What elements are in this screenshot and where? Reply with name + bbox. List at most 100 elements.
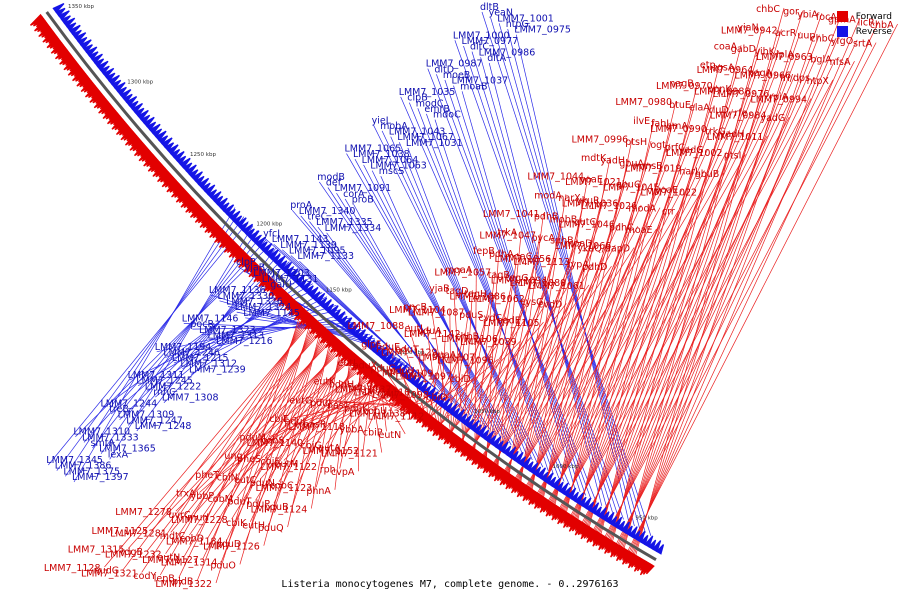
forward-gene-label: LMM7_1104 xyxy=(389,305,446,316)
forward-gene-arrow xyxy=(394,392,407,407)
forward-connector xyxy=(594,69,758,545)
forward-gene-arrow xyxy=(563,512,573,524)
forward-gene-label: eutG xyxy=(289,395,312,406)
forward-connector xyxy=(215,319,299,584)
forward-connector xyxy=(550,141,652,516)
reverse-gene-label: proA xyxy=(290,200,313,211)
forward-gene-label: pduV xyxy=(348,382,373,393)
reverse-gene-arrow xyxy=(558,482,569,495)
reverse-gene-arrow xyxy=(290,272,301,283)
reverse-connector xyxy=(83,239,267,443)
forward-gene-label: chbC xyxy=(810,33,834,44)
forward-gene-label: cobC xyxy=(270,481,294,492)
reverse-gene-arrow xyxy=(407,374,417,385)
forward-connector xyxy=(494,234,541,478)
reverse-gene-arrow xyxy=(355,329,366,341)
forward-connector xyxy=(445,319,526,442)
forward-connector xyxy=(488,244,616,474)
reverse-gene-arrow xyxy=(547,476,557,488)
forward-gene-label: pduX xyxy=(353,361,378,372)
reverse-connector xyxy=(400,96,570,486)
reverse-gene-label: LMM7_1244 xyxy=(101,398,158,409)
reverse-gene-arrow xyxy=(528,462,539,475)
forward-gene-label: chbC xyxy=(756,4,780,15)
forward-gene-label: LMM7_1122 xyxy=(260,462,317,473)
reverse-gene-label: LMM7_0975 xyxy=(514,25,571,36)
forward-connector xyxy=(490,242,597,475)
forward-gene-arrow xyxy=(628,552,637,564)
forward-gene-label: LMM7_1127 xyxy=(142,555,199,566)
reverse-gene-arrow xyxy=(494,440,504,451)
genome-caption: Listeria monocytogenes M7, complete geno… xyxy=(281,579,619,590)
forward-gene-arrow xyxy=(514,480,525,493)
forward-gene-label: ogt xyxy=(650,140,666,151)
forward-gene-label: ykuQ/dapD xyxy=(577,244,630,255)
forward-gene-label: ybiA xyxy=(797,9,818,20)
forward-gene-label: pheS xyxy=(237,454,261,465)
reverse-gene-arrow xyxy=(506,446,517,459)
reverse-gene-label: clpB xyxy=(407,93,427,104)
reverse-gene-arrow xyxy=(472,424,482,435)
forward-connector xyxy=(532,170,705,505)
reverse-gene-arrow xyxy=(254,236,266,248)
forward-gene-arrow xyxy=(460,442,473,457)
forward-gene-label: LMM7_1314 xyxy=(161,558,218,569)
reverse-gene-arrow xyxy=(105,72,116,82)
forward-gene-arrow xyxy=(480,456,491,469)
reverse-connector xyxy=(92,234,263,449)
forward-gene-label: crr xyxy=(662,206,675,217)
forward-connector xyxy=(560,124,693,523)
forward-gene-arrow xyxy=(496,468,508,482)
forward-gene-arrow xyxy=(566,514,577,528)
forward-gene-label: LMM7_1098 xyxy=(372,390,429,401)
forward-connector xyxy=(589,77,815,541)
forward-gene-arrow xyxy=(488,462,501,478)
forward-gene-arrow xyxy=(604,537,614,550)
forward-gene-label: moaE xyxy=(626,225,653,236)
label-connector-layer xyxy=(48,7,898,584)
forward-gene-label: cvdC xyxy=(478,313,502,324)
reverse-connector xyxy=(354,159,512,446)
forward-connector xyxy=(348,393,385,427)
forward-gene-label: LMM7_1026 xyxy=(581,201,638,212)
forward-gene-label: phnA xyxy=(306,486,331,497)
reverse-gene-arrow xyxy=(620,521,630,534)
reverse-gene-arrow xyxy=(63,17,76,28)
reverse-gene-label: yjaB xyxy=(245,263,266,274)
forward-gene-arrow xyxy=(589,529,600,543)
forward-connector xyxy=(556,130,730,521)
reverse-gene-arrow xyxy=(524,461,534,472)
forward-gene-label: LMM7_1105 xyxy=(483,318,540,329)
forward-gene-label: ung xyxy=(224,451,242,462)
forward-gene-label: lemA xyxy=(664,121,689,132)
forward-gene-label: cbiD xyxy=(449,374,470,385)
reverse-gene-arrow xyxy=(194,175,205,186)
forward-gene-label: LMM7_0988 xyxy=(694,87,751,98)
reverse-gene-arrow xyxy=(425,386,437,399)
forward-connector xyxy=(448,313,488,444)
forward-gene-label: yadH xyxy=(720,129,745,140)
forward-connector xyxy=(461,290,473,455)
reverse-gene-label: LMM7_1333 xyxy=(82,432,139,443)
forward-connector xyxy=(146,334,317,552)
forward-gene-label: LMM7_1321 xyxy=(81,568,138,579)
forward-connector xyxy=(263,337,319,546)
forward-connector xyxy=(170,343,327,533)
forward-gene-label: LMM7_0964 xyxy=(697,65,754,76)
forward-gene-arrow xyxy=(476,454,489,470)
reverse-gene-arrow xyxy=(400,368,410,379)
reverse-gene-arrow xyxy=(440,398,451,410)
forward-gene-label: eutN xyxy=(157,552,180,563)
reverse-gene-label: LMM7_1143 xyxy=(272,234,329,245)
forward-connector xyxy=(454,303,567,449)
forward-connector xyxy=(587,79,834,540)
forward-gene-label: eutC xyxy=(234,475,257,486)
forward-gene-label: LMM7_1232 xyxy=(105,550,162,561)
reverse-gene-arrow xyxy=(137,109,149,121)
reverse-gene-arrow xyxy=(152,128,163,138)
forward-connector xyxy=(502,220,601,484)
reverse-gene-label: LMM7_1375 xyxy=(63,466,120,477)
forward-gene-arrow xyxy=(642,561,653,575)
forward-gene-arrow xyxy=(542,499,554,513)
